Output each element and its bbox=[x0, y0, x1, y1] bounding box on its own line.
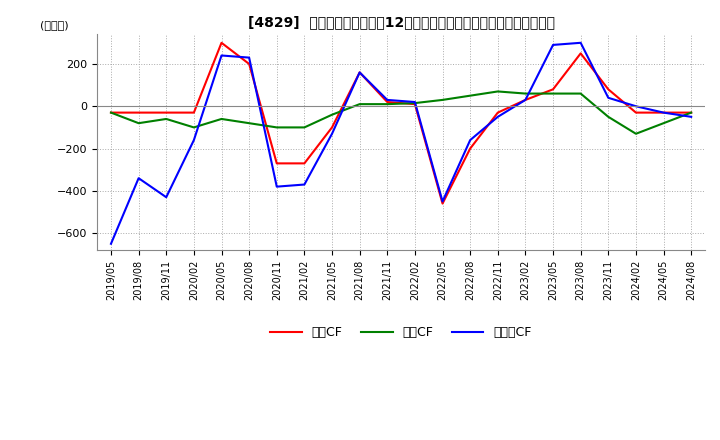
投資CF bbox=[631, 131, 640, 136]
フリーCF bbox=[245, 55, 253, 60]
営業CF bbox=[687, 110, 696, 115]
営業CF bbox=[328, 125, 336, 130]
フリーCF bbox=[604, 95, 613, 100]
投資CF bbox=[356, 102, 364, 107]
投資CF bbox=[660, 121, 668, 126]
フリーCF bbox=[438, 199, 447, 204]
フリーCF bbox=[410, 99, 419, 105]
フリーCF bbox=[107, 241, 115, 246]
投資CF bbox=[521, 91, 530, 96]
Line: フリーCF: フリーCF bbox=[111, 43, 691, 244]
営業CF bbox=[107, 110, 115, 115]
営業CF bbox=[576, 51, 585, 56]
投資CF bbox=[135, 121, 143, 126]
投資CF bbox=[328, 112, 336, 117]
フリーCF bbox=[576, 40, 585, 45]
投資CF bbox=[549, 91, 557, 96]
フリーCF bbox=[356, 70, 364, 75]
営業CF bbox=[549, 87, 557, 92]
Title: [4829]  キャッシュフローの12か月移動合計の対前年同期増減額の推移: [4829] キャッシュフローの12か月移動合計の対前年同期増減額の推移 bbox=[248, 15, 554, 29]
Line: 営業CF: 営業CF bbox=[111, 43, 691, 204]
フリーCF bbox=[687, 114, 696, 120]
営業CF bbox=[383, 99, 392, 105]
営業CF bbox=[162, 110, 171, 115]
営業CF bbox=[300, 161, 309, 166]
投資CF bbox=[493, 89, 502, 94]
フリーCF bbox=[272, 184, 281, 189]
営業CF bbox=[356, 70, 364, 75]
投資CF bbox=[466, 93, 474, 98]
フリーCF bbox=[549, 42, 557, 48]
フリーCF bbox=[135, 176, 143, 181]
フリーCF bbox=[300, 182, 309, 187]
営業CF bbox=[438, 201, 447, 206]
投資CF bbox=[576, 91, 585, 96]
投資CF bbox=[245, 121, 253, 126]
フリーCF bbox=[328, 131, 336, 136]
営業CF bbox=[135, 110, 143, 115]
投資CF bbox=[383, 102, 392, 107]
営業CF bbox=[410, 102, 419, 107]
フリーCF bbox=[217, 53, 226, 58]
フリーCF bbox=[493, 114, 502, 120]
投資CF bbox=[300, 125, 309, 130]
投資CF bbox=[272, 125, 281, 130]
投資CF bbox=[107, 110, 115, 115]
営業CF bbox=[189, 110, 198, 115]
営業CF bbox=[660, 110, 668, 115]
営業CF bbox=[521, 97, 530, 103]
営業CF bbox=[631, 110, 640, 115]
投資CF bbox=[604, 114, 613, 120]
投資CF bbox=[162, 116, 171, 121]
フリーCF bbox=[660, 110, 668, 115]
営業CF bbox=[466, 146, 474, 151]
Legend: 営業CF, 投資CF, フリーCF: 営業CF, 投資CF, フリーCF bbox=[266, 321, 537, 344]
営業CF bbox=[272, 161, 281, 166]
投資CF bbox=[687, 110, 696, 115]
フリーCF bbox=[383, 97, 392, 103]
投資CF bbox=[217, 116, 226, 121]
Line: 投資CF: 投資CF bbox=[111, 92, 691, 134]
投資CF bbox=[189, 125, 198, 130]
フリーCF bbox=[631, 103, 640, 109]
投資CF bbox=[410, 100, 419, 106]
営業CF bbox=[217, 40, 226, 45]
フリーCF bbox=[189, 137, 198, 143]
営業CF bbox=[604, 87, 613, 92]
営業CF bbox=[245, 61, 253, 66]
Y-axis label: (百万円): (百万円) bbox=[40, 20, 69, 30]
フリーCF bbox=[162, 194, 171, 200]
フリーCF bbox=[521, 97, 530, 103]
投資CF bbox=[438, 97, 447, 103]
営業CF bbox=[493, 110, 502, 115]
フリーCF bbox=[466, 137, 474, 143]
